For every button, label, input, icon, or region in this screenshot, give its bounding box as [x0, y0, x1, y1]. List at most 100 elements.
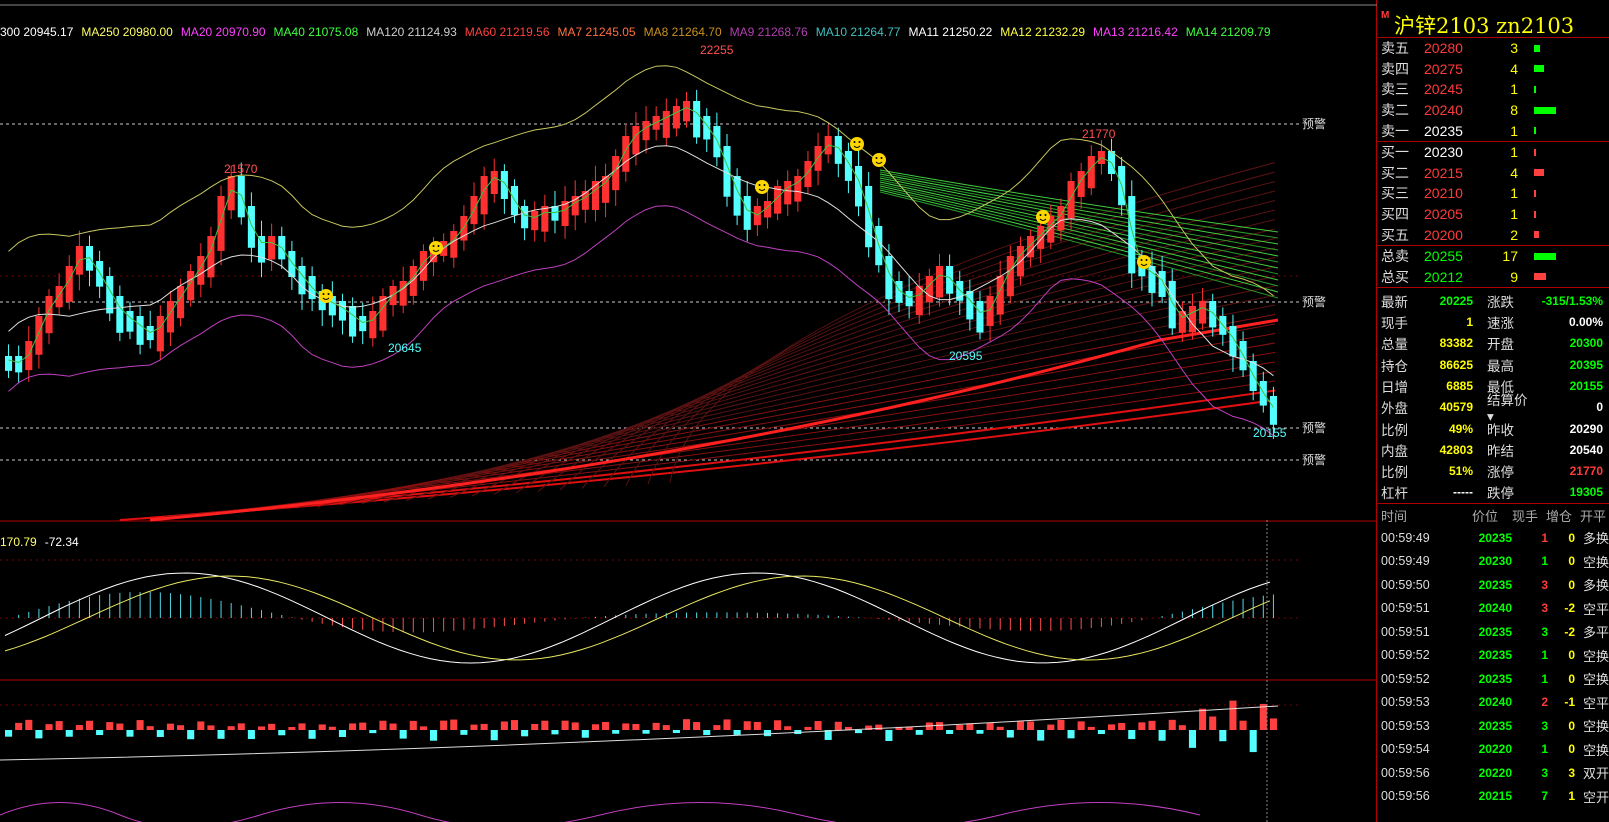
volume-bar — [490, 730, 498, 741]
trade-oi-change: 1 — [1568, 789, 1575, 804]
candle-body — [784, 181, 792, 205]
stat-value: 20225 — [1439, 293, 1473, 308]
ma-fan-line — [879, 177, 1279, 257]
candle-body — [480, 176, 488, 215]
book-price[interactable]: 20255 — [1424, 248, 1463, 265]
candle-body — [490, 171, 498, 195]
trade-oi-change: 0 — [1568, 554, 1575, 569]
volume-bar — [1037, 730, 1045, 741]
trade-row[interactable]: 00:59:52 20235 1 0 空换 — [1378, 644, 1609, 668]
book-price[interactable]: 20205 — [1424, 206, 1463, 223]
trade-oi-change: 3 — [1568, 765, 1575, 780]
trade-row[interactable]: 00:59:51 20240 3 -2 空平 — [1378, 597, 1609, 621]
book-level-label: 总卖 — [1381, 248, 1409, 265]
volume-bar — [1047, 724, 1055, 730]
candle-body — [844, 151, 852, 181]
smiley-eye — [1039, 214, 1042, 216]
trade-row[interactable]: 00:59:53 20235 3 0 空换 — [1378, 714, 1609, 738]
book-price[interactable]: 20275 — [1424, 60, 1463, 77]
book-price[interactable]: 20215 — [1424, 164, 1463, 181]
volume-bar — [733, 730, 741, 735]
stat-row: 日增 6885 最低 20155 — [1378, 375, 1609, 396]
trade-type: 空平 — [1582, 601, 1609, 617]
trade-row[interactable]: 00:59:49 20230 1 0 空换 — [1378, 550, 1609, 574]
book-level-label: 买一 — [1381, 144, 1409, 161]
chart-area[interactable]: 预警 预警 预警 预警 22255 21570 21770 20645 20595 20155 3… — [0, 0, 1377, 822]
volume-bar — [612, 730, 620, 734]
book-price[interactable]: 20280 — [1424, 40, 1463, 57]
volume-bar — [895, 726, 903, 730]
trade-row[interactable]: 00:59:53 20240 2 -1 空平 — [1378, 691, 1609, 715]
candle-body — [966, 291, 974, 320]
smiley-eye — [758, 184, 761, 186]
trade-time: 00:59:51 — [1381, 601, 1430, 616]
smiley-mouth — [432, 249, 440, 252]
smiley-icon — [755, 180, 769, 194]
trade-time: 00:59:53 — [1381, 695, 1430, 710]
book-volume: 8 — [1510, 102, 1518, 119]
trade-row[interactable]: 00:59:51 20235 3 -2 多平 — [1378, 620, 1609, 644]
book-row: 总卖 20255 17 — [1378, 246, 1609, 267]
book-price[interactable]: 20200 — [1424, 226, 1463, 243]
trades-column-header: 价位 — [1471, 508, 1498, 524]
book-volume: 1 — [1510, 81, 1518, 98]
stat-label: 最低 — [1487, 379, 1514, 395]
ma-legend-item: MA40 21075.08 — [273, 25, 359, 39]
book-volume: 3 — [1510, 40, 1518, 57]
trade-volume: 3 — [1541, 624, 1548, 639]
ma-fan-line — [339, 304, 1276, 506]
book-price[interactable]: 20212 — [1424, 268, 1463, 285]
volume-bar — [106, 722, 114, 730]
book-row: 买二 20215 4 — [1378, 163, 1609, 184]
ma-fan-line — [879, 179, 1279, 263]
ma-fan-line — [625, 181, 1276, 486]
candle-body — [723, 146, 731, 197]
trade-row[interactable]: 00:59:52 20235 1 0 空换 — [1378, 667, 1609, 691]
trade-row[interactable]: 00:59:54 20220 1 0 空换 — [1378, 738, 1609, 762]
smiley-icon — [319, 289, 333, 303]
warning-label: 预警 — [1302, 420, 1326, 435]
candle-body — [55, 286, 63, 308]
volume-bar — [460, 730, 468, 735]
candle-body — [996, 276, 1004, 315]
volume-bar — [247, 730, 255, 740]
candle-body — [895, 281, 903, 303]
trade-row[interactable]: 00:59:50 20235 3 0 多换 — [1378, 573, 1609, 597]
candle-body — [753, 206, 761, 226]
volume-bar — [136, 720, 144, 730]
candle-body — [1178, 311, 1186, 333]
book-price[interactable]: 20245 — [1424, 81, 1463, 98]
volume-bar — [96, 730, 104, 736]
book-volume-bar — [1534, 210, 1536, 218]
book-price[interactable]: 20235 — [1424, 122, 1463, 139]
volume-bar — [581, 730, 589, 738]
book-price[interactable]: 20210 — [1424, 185, 1463, 202]
candle-body — [602, 176, 610, 203]
trade-row[interactable]: 00:59:49 20235 1 0 多换 — [1378, 526, 1609, 550]
trade-ticks[interactable]: 00:59:49 20235 1 0 多换 00:59:49 20230 1 0 空换 00:59:… — [1378, 526, 1609, 808]
candle-body — [804, 161, 812, 188]
book-volume-bar — [1534, 169, 1544, 177]
volume-bar — [1107, 724, 1116, 730]
trade-time: 00:59:50 — [1381, 577, 1430, 592]
book-volume: 17 — [1502, 248, 1518, 265]
stat-label[interactable]: 结算价▾ — [1487, 393, 1528, 425]
book-price[interactable]: 20230 — [1424, 144, 1463, 161]
volume-bar — [177, 725, 185, 730]
book-price[interactable]: 20240 — [1424, 102, 1463, 119]
trades-column-header: 增仓 — [1545, 508, 1572, 524]
trade-row[interactable]: 00:59:56 20215 7 1 空开 — [1378, 785, 1609, 809]
volume-bar — [865, 725, 873, 730]
candle-body — [197, 256, 205, 285]
quote-panel: M 沪锌2103 zn2103 卖五 20280 3 卖四 20275 4 卖三 20245 1… — [1378, 0, 1609, 822]
smiley-eye — [853, 141, 856, 143]
ma-fan-line — [879, 175, 1279, 251]
trade-row[interactable]: 00:59:56 20220 3 3 双开 — [1378, 761, 1609, 785]
candle-body — [247, 206, 255, 248]
volume-bar — [55, 721, 63, 730]
volume-bar — [1138, 722, 1146, 730]
book-level-label: 卖四 — [1381, 60, 1409, 77]
ma-fan-line — [119, 399, 1276, 521]
macd-dif-line — [4, 572, 1271, 664]
